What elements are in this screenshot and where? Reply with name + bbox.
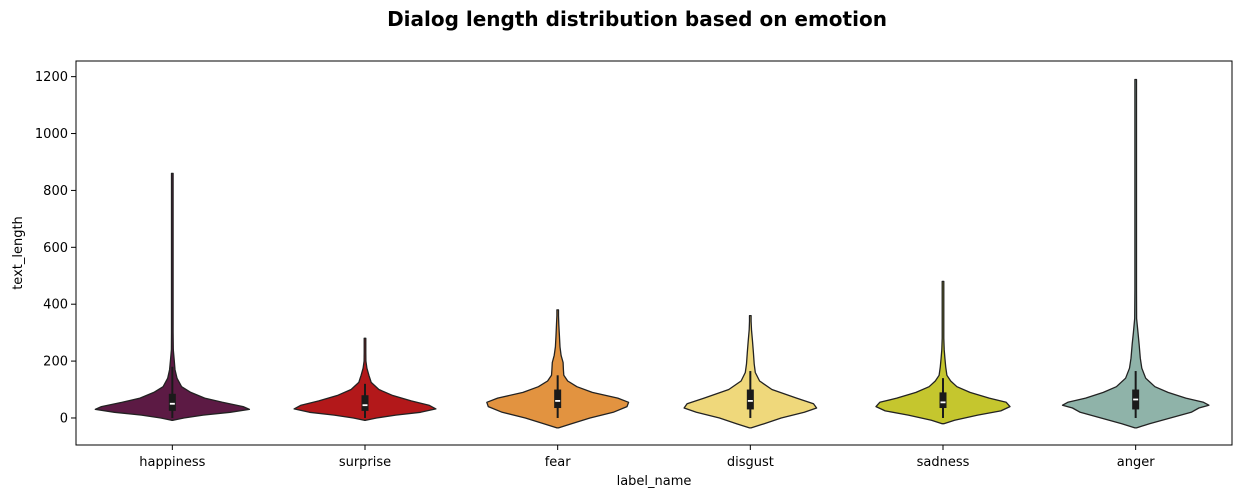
violin-anger bbox=[1061, 78, 1210, 429]
violin-body bbox=[94, 172, 251, 421]
x-tick-label: happiness bbox=[139, 455, 205, 470]
violin-surprise bbox=[293, 337, 437, 421]
x-axis-label: label_name bbox=[617, 474, 692, 489]
y-tick-label: 1200 bbox=[35, 70, 68, 85]
violin-iqr-box bbox=[746, 389, 754, 410]
violin-body bbox=[875, 280, 1011, 425]
violin-sadness bbox=[875, 280, 1011, 425]
plot-area bbox=[94, 78, 1210, 429]
x-tick-label: disgust bbox=[727, 455, 774, 470]
plot-frame bbox=[75, 60, 1233, 446]
violin-disgust bbox=[683, 314, 818, 429]
y-tick-label: 0 bbox=[60, 411, 68, 426]
x-tick-label: fear bbox=[545, 455, 572, 470]
chart-title: Dialog length distribution based on emot… bbox=[387, 7, 887, 31]
violin-fear bbox=[486, 309, 630, 429]
violin-body bbox=[486, 309, 630, 429]
violin-iqr-box bbox=[939, 392, 947, 409]
x-tick-label: anger bbox=[1117, 455, 1155, 470]
x-tick-label: surprise bbox=[339, 455, 391, 470]
violin-body bbox=[1061, 78, 1210, 429]
y-tick-label: 1000 bbox=[35, 127, 68, 142]
y-tick-label: 800 bbox=[43, 184, 68, 199]
y-tick-label: 200 bbox=[43, 355, 68, 370]
x-axis: happiness surprise fear disgust sadness anger bbox=[139, 445, 1155, 470]
violin-iqr-box bbox=[554, 389, 562, 409]
y-tick-label: 600 bbox=[43, 241, 68, 256]
violin-happiness bbox=[94, 172, 251, 421]
y-tick-label: 400 bbox=[43, 298, 68, 313]
violin-iqr-box bbox=[168, 393, 176, 411]
violin-body bbox=[293, 337, 437, 421]
violin-iqr-box bbox=[361, 395, 369, 411]
x-tick-label: sadness bbox=[917, 455, 970, 470]
y-axis: 0 200 400 600 800 1000 1200 bbox=[35, 70, 76, 426]
y-axis-label: text_length bbox=[11, 216, 26, 290]
